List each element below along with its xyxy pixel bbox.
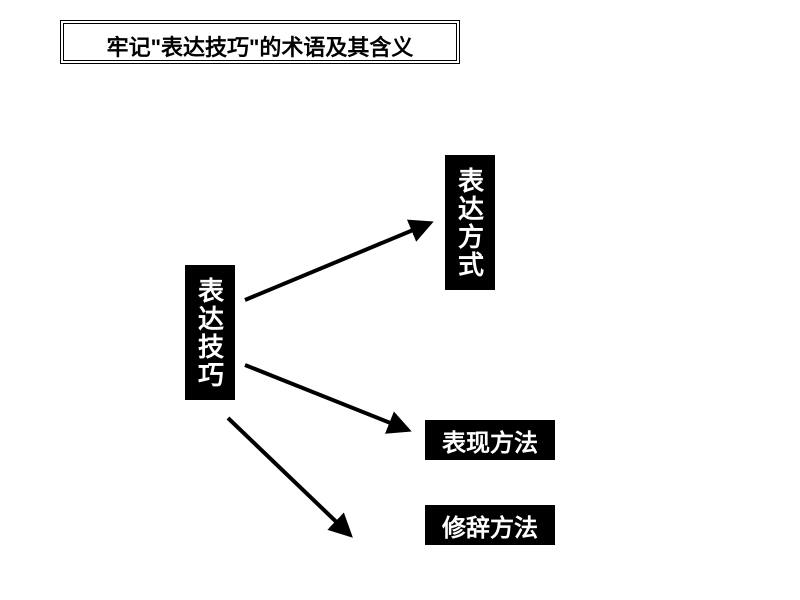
node-child1-label: 表达方式 (452, 167, 489, 279)
edge-root-child3 (228, 418, 350, 535)
title-box: 牢记"表达技巧"的术语及其含义 (60, 20, 460, 64)
node-child2-label: 表现方法 (442, 423, 538, 458)
arrows-layer (0, 0, 800, 600)
node-root-label: 表达技巧 (192, 277, 229, 389)
title-text: 牢记"表达技巧"的术语及其含义 (107, 35, 414, 60)
node-child3: 修辞方法 (425, 505, 555, 545)
edge-root-child1 (245, 223, 430, 300)
node-child3-label: 修辞方法 (442, 508, 538, 543)
node-child1: 表达方式 (445, 155, 495, 290)
node-root: 表达技巧 (185, 265, 235, 400)
edge-root-child2 (245, 365, 408, 430)
node-child2: 表现方法 (425, 420, 555, 460)
